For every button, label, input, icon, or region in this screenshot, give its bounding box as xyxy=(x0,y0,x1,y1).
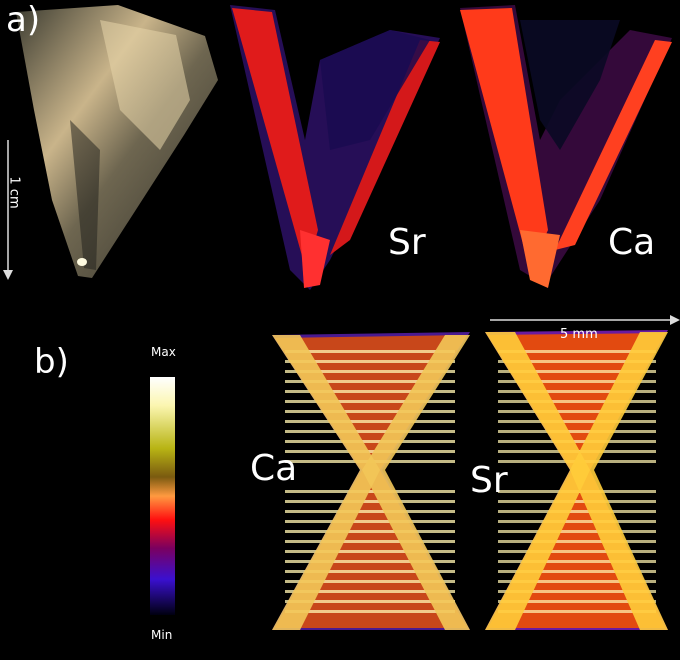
colorbar-max-label: Max xyxy=(151,345,176,359)
panel-b-label: b) xyxy=(34,342,69,382)
colorbar-min-label: Min xyxy=(151,628,173,642)
scale-bar-1cm xyxy=(3,140,13,280)
sr-map-panel-b xyxy=(485,330,668,630)
panel-a-label: a) xyxy=(6,0,41,40)
sr-label-panel-a: Sr xyxy=(388,222,426,263)
scale-bar-5mm-label: 5 mm xyxy=(560,327,598,342)
sr-label-panel-b: Sr xyxy=(470,460,508,501)
scale-bar-5mm xyxy=(490,315,680,325)
colorbar xyxy=(150,377,175,615)
ca-label-panel-a: Ca xyxy=(608,222,656,263)
ca-map-panel-b xyxy=(272,332,470,630)
sr-map-panel-a xyxy=(230,5,440,290)
scale-bar-1cm-label: 1 cm xyxy=(6,176,22,209)
ca-label-panel-b: Ca xyxy=(250,448,298,489)
tooth-photo xyxy=(16,5,218,278)
ca-map-panel-a xyxy=(460,5,672,288)
